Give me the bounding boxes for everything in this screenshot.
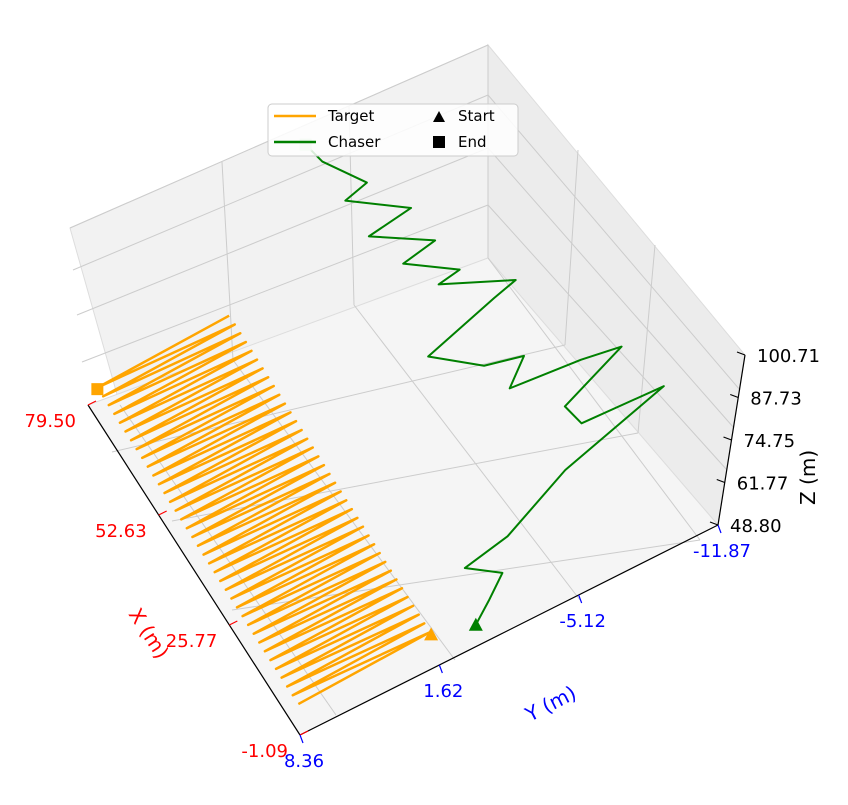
- target-end-marker: [91, 383, 104, 396]
- z-tick-label: 100.71: [757, 346, 820, 367]
- x-tick-mark: [229, 620, 238, 626]
- legend-box: [267, 103, 519, 157]
- target-series-line: [96, 314, 432, 706]
- x-tick-mark: [299, 730, 309, 736]
- legend-target-label: Target: [327, 107, 375, 125]
- grid-floor: [111, 257, 701, 716]
- grid-back-right: [487, 94, 741, 471]
- z-tick-label: 74.75: [744, 431, 796, 452]
- chaser-series-line: [304, 143, 665, 626]
- y-axis-line: [299, 524, 719, 736]
- x-tick-label: 52.63: [95, 521, 147, 542]
- x-tick-label: 79.50: [24, 411, 76, 432]
- chaser-start-marker: [468, 617, 483, 631]
- y-tick-label: 8.36: [284, 751, 324, 772]
- z-tick-label: 87.73: [750, 389, 802, 410]
- z-tick-mark: [730, 393, 739, 399]
- legend-end-label: End: [458, 133, 487, 151]
- y-tick-mark: [299, 734, 304, 744]
- y-tick-mark: [717, 524, 722, 534]
- y-axis-label: Y (m): [520, 681, 580, 727]
- x-tick-label: -1.09: [241, 741, 288, 762]
- x-tick-label: 25.77: [166, 631, 218, 652]
- legend-chaser-label: Chaser: [328, 133, 381, 151]
- y-tick-label: -11.87: [693, 541, 751, 562]
- y-tick-mark: [578, 594, 583, 604]
- z-tick-mark: [723, 436, 732, 441]
- z-tick-label: 48.80: [730, 516, 782, 537]
- z-tick-mark: [716, 478, 725, 484]
- axis-ticks: -1.09 25.77 52.63 79.50 8.36 1.62 -5.12 -11.87 4…: [24, 346, 820, 772]
- z-tick-mark: [736, 351, 746, 356]
- y-tick-label: -5.12: [559, 611, 606, 632]
- legend-start-label: Start: [458, 107, 495, 125]
- legend-end-marker: [433, 136, 445, 148]
- z-axis-label: Z (m): [796, 450, 820, 505]
- target-start-marker: [424, 627, 439, 641]
- x-tick-mark: [158, 510, 167, 516]
- x-axis-line: [87, 404, 301, 736]
- y-tick-label: 1.62: [423, 681, 463, 702]
- legend-start-marker: [433, 111, 445, 122]
- x-tick-mark: [87, 400, 97, 406]
- z-tick-label: 61.77: [737, 474, 789, 495]
- y-tick-mark: [438, 664, 443, 674]
- legend: Target Start Chaser End: [267, 103, 519, 157]
- z-tick-mark: [709, 521, 719, 526]
